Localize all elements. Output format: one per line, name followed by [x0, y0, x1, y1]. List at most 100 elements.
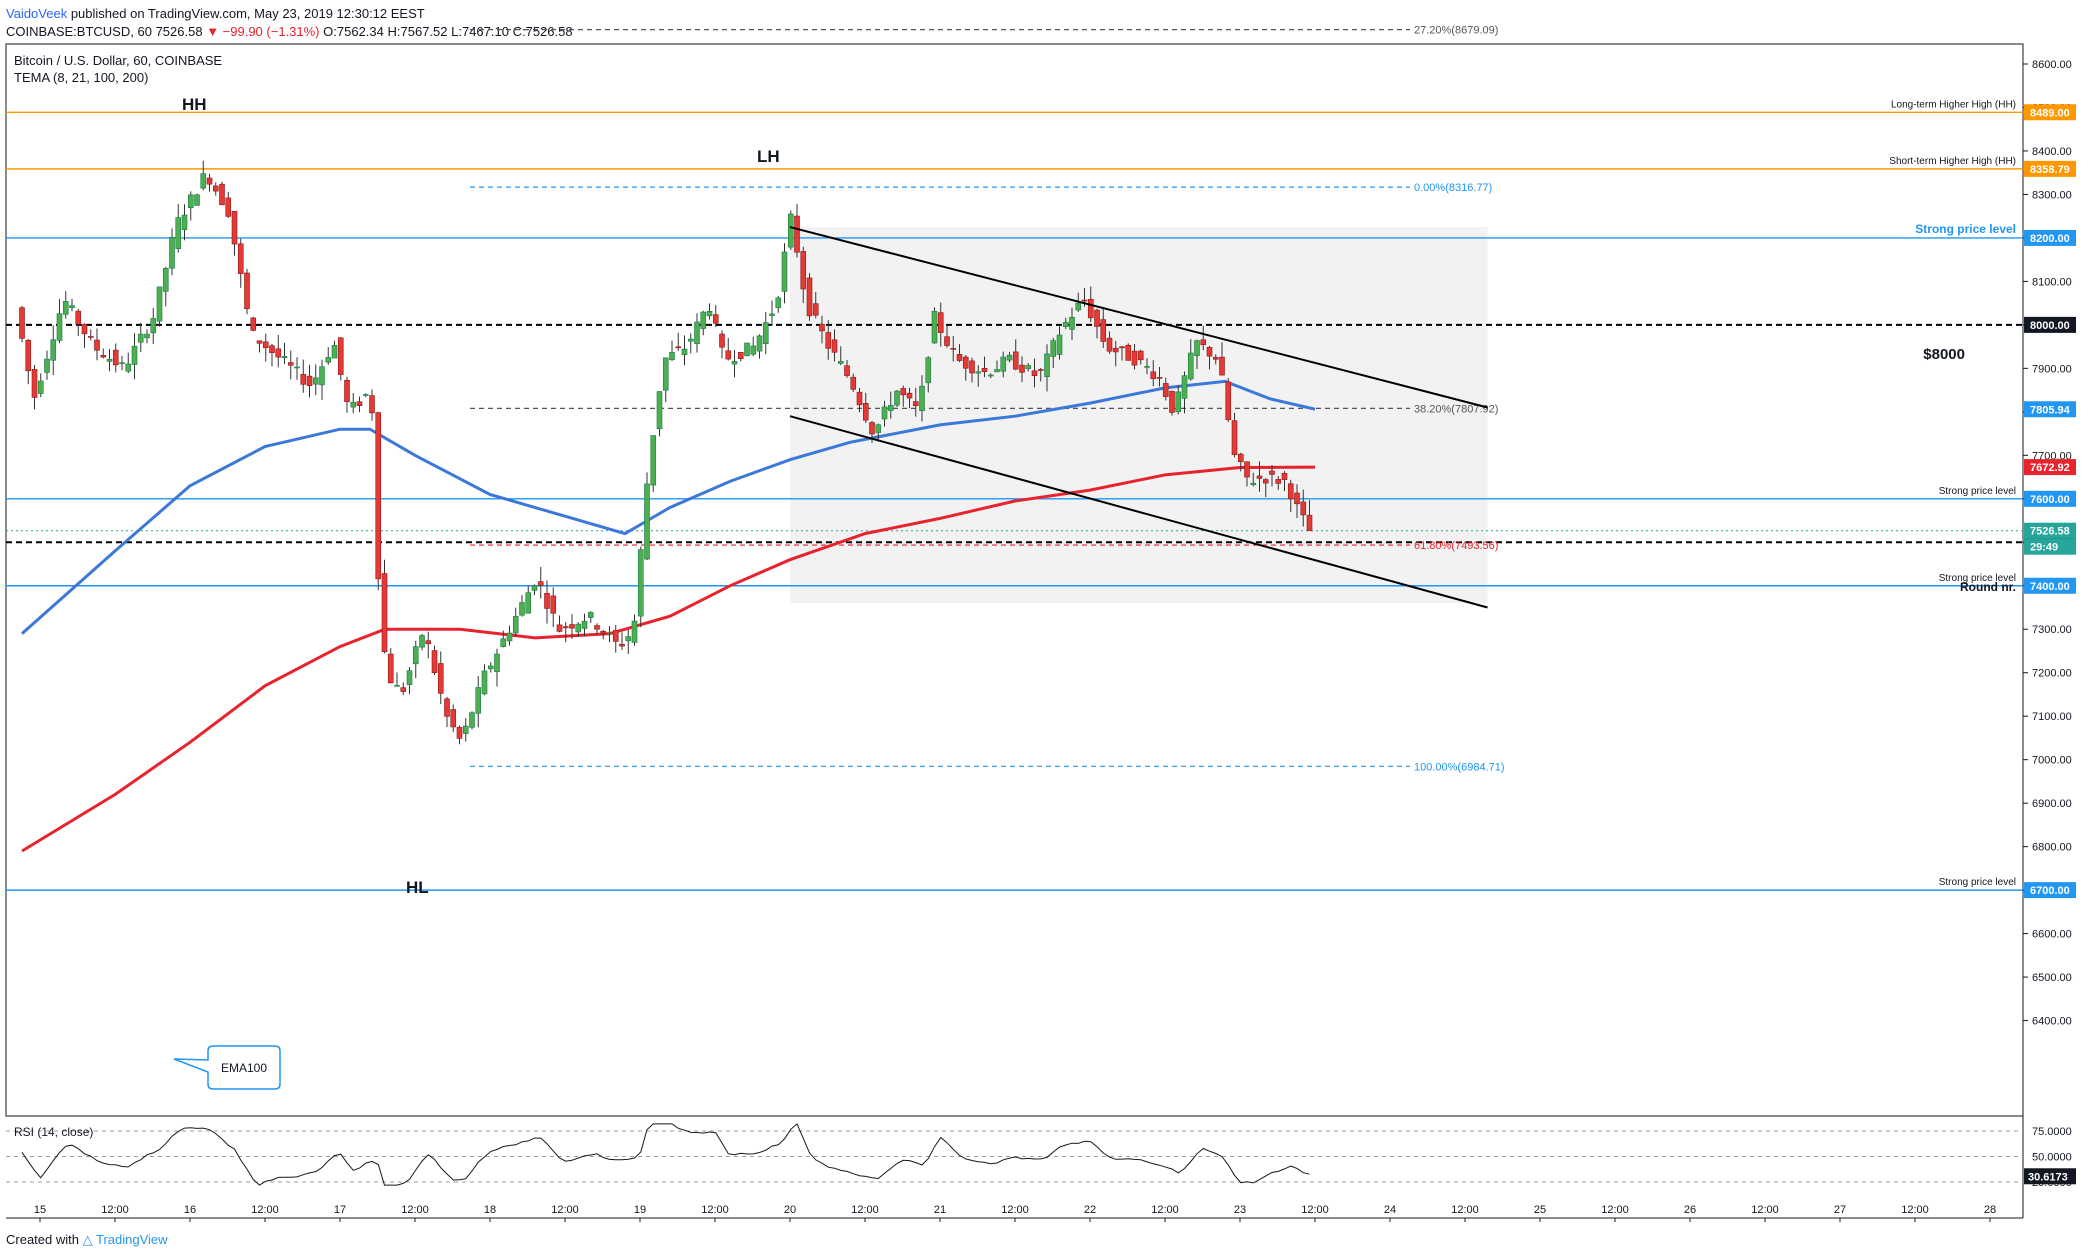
eight-thousand-label[interactable]: $8000 — [1923, 346, 1965, 363]
ema100-callout[interactable]: EMA100 — [173, 1045, 281, 1090]
candle[interactable] — [319, 366, 325, 386]
candle[interactable] — [937, 312, 944, 333]
candle[interactable] — [994, 369, 1000, 373]
candle[interactable] — [1212, 357, 1219, 360]
candle[interactable] — [906, 392, 913, 399]
candle[interactable] — [894, 390, 900, 406]
candle[interactable] — [775, 297, 782, 309]
hl-label[interactable]: HL — [406, 878, 429, 897]
candle[interactable] — [369, 395, 375, 414]
channel-upper-line[interactable] — [789, 226, 1488, 409]
candle[interactable] — [575, 623, 582, 633]
candle[interactable] — [587, 612, 594, 618]
candle[interactable] — [231, 211, 238, 245]
candle[interactable] — [62, 301, 69, 315]
candle[interactable] — [156, 286, 163, 322]
candle[interactable] — [1175, 391, 1182, 413]
candle[interactable] — [625, 636, 632, 642]
candle[interactable] — [825, 332, 832, 349]
candle[interactable] — [400, 687, 407, 692]
candle[interactable] — [1106, 337, 1113, 352]
candle[interactable] — [1294, 492, 1300, 505]
candle[interactable] — [1225, 381, 1232, 421]
candle[interactable] — [1156, 377, 1163, 379]
candle[interactable] — [375, 412, 382, 580]
candle[interactable] — [175, 217, 182, 249]
candle[interactable] — [1069, 317, 1075, 330]
candle[interactable] — [344, 379, 350, 402]
candle[interactable] — [119, 362, 125, 364]
candle[interactable] — [1112, 347, 1119, 353]
candle[interactable] — [931, 311, 938, 344]
author-link[interactable]: VaidoVeek — [6, 6, 68, 21]
candle[interactable] — [200, 173, 207, 189]
candle[interactable] — [87, 336, 94, 338]
candle[interactable] — [669, 351, 675, 361]
candle[interactable] — [75, 310, 82, 325]
candle[interactable] — [406, 670, 413, 685]
candle[interactable] — [94, 339, 100, 351]
candle[interactable] — [450, 709, 457, 728]
tradingview-link[interactable]: TradingView — [96, 1232, 168, 1247]
candle[interactable] — [1237, 453, 1244, 463]
channel-lower-line[interactable] — [789, 415, 1488, 609]
candle[interactable] — [1087, 298, 1094, 319]
candle[interactable] — [31, 369, 38, 398]
candle[interactable] — [1162, 383, 1169, 397]
candle[interactable] — [1006, 354, 1013, 361]
candle[interactable] — [444, 698, 450, 717]
descending-channel[interactable] — [789, 226, 1488, 609]
candle[interactable] — [869, 422, 875, 435]
candle[interactable] — [1269, 470, 1275, 475]
candle[interactable] — [594, 625, 600, 630]
candle[interactable] — [619, 643, 625, 647]
candle[interactable] — [306, 375, 313, 386]
candle[interactable] — [750, 345, 757, 355]
candle[interactable] — [550, 595, 557, 614]
candle[interactable] — [300, 374, 307, 385]
candle[interactable] — [981, 367, 988, 373]
candle[interactable] — [1275, 479, 1282, 484]
candle[interactable] — [325, 357, 332, 363]
candle[interactable] — [437, 663, 444, 694]
candle[interactable] — [706, 311, 713, 317]
candle[interactable] — [144, 333, 150, 339]
candle[interactable] — [469, 712, 475, 728]
candle[interactable] — [1144, 366, 1150, 368]
candle[interactable] — [337, 337, 344, 375]
candle[interactable] — [362, 394, 369, 396]
candle[interactable] — [762, 322, 769, 344]
candle[interactable] — [1056, 334, 1063, 355]
candle[interactable] — [987, 374, 994, 377]
candle[interactable] — [875, 424, 882, 433]
candle[interactable] — [1200, 339, 1207, 346]
candle[interactable] — [581, 620, 588, 629]
candle[interactable] — [137, 333, 144, 343]
candle[interactable] — [462, 725, 469, 734]
candle[interactable] — [1287, 483, 1294, 500]
candle[interactable] — [56, 313, 63, 341]
candle[interactable] — [837, 361, 844, 364]
candle[interactable] — [256, 340, 263, 344]
candle[interactable] — [19, 307, 25, 339]
candle[interactable] — [1100, 319, 1107, 342]
candle[interactable] — [1187, 352, 1194, 380]
candle[interactable] — [81, 324, 88, 335]
candle[interactable] — [100, 355, 107, 358]
candle[interactable] — [1281, 472, 1288, 480]
candle[interactable] — [600, 631, 607, 634]
candle[interactable] — [637, 549, 644, 617]
candle[interactable] — [356, 401, 363, 406]
candle[interactable] — [1044, 353, 1050, 378]
candle[interactable] — [475, 687, 482, 714]
candle[interactable] — [819, 323, 825, 332]
candle[interactable] — [206, 177, 213, 185]
candle[interactable] — [1137, 350, 1144, 361]
candle[interactable] — [675, 346, 682, 349]
candle[interactable] — [1025, 365, 1032, 369]
candle[interactable] — [831, 339, 838, 353]
round-number-label[interactable]: Round nr. — [1960, 580, 2016, 594]
candle[interactable] — [456, 727, 463, 739]
candle[interactable] — [850, 376, 857, 390]
